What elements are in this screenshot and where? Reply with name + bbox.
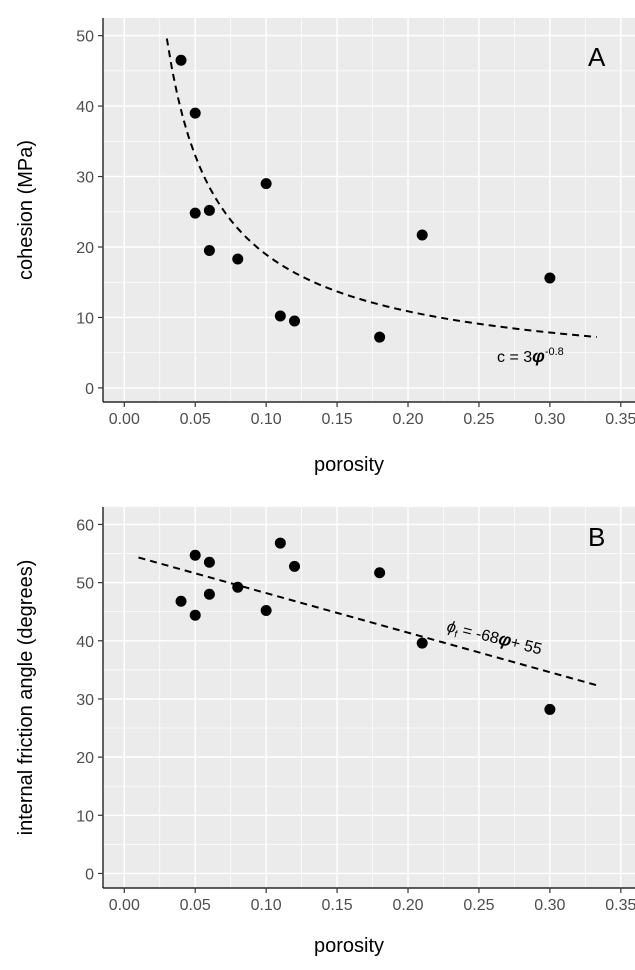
panel-a-x-tick-label: 0.15 (322, 411, 353, 428)
panel-b-fit-line (138, 556, 597, 687)
panel-b-x-tick-label: 0.35 (605, 897, 635, 914)
panel-b-label: B (588, 522, 605, 552)
panel-a-x-tick-label: 0.35 (605, 411, 635, 428)
panel-a-x-tick-label: 0.00 (109, 411, 140, 428)
panel-b-x-tick-label: 0.10 (251, 897, 282, 914)
panel-a-data-point (189, 107, 201, 119)
panel-a-x-tick-label: 0.30 (534, 411, 565, 428)
panel-b-data-point (289, 560, 301, 572)
panel-b-x-axis-title: porosity (314, 935, 384, 957)
panel-b-y-tick-label: 0 (85, 866, 94, 883)
panel-a-data-point (374, 331, 386, 343)
panel-b-data-point (203, 556, 215, 568)
panel-a-fit-equation: c = 3φ-0.8 (497, 346, 564, 366)
panel-b-data-point (374, 567, 386, 579)
panel-b-data-point (189, 609, 201, 621)
panel-a-y-tick-label: 0 (85, 381, 94, 398)
panel-a-data-point (232, 253, 244, 265)
panel-a-data-point (203, 245, 215, 257)
panel-a-y-tick-label: 40 (76, 99, 94, 116)
panel-b-y-tick-label: 10 (76, 808, 94, 825)
panel-b-x-tick-label: 0.30 (534, 897, 565, 914)
panel-b-data-point (544, 703, 556, 715)
panel-a-points (175, 54, 556, 343)
panel-b-eq-phi-f: ϕ (445, 618, 458, 637)
panel-b-eq-subscript: f (453, 629, 459, 640)
panel-a-y-tick-label: 10 (76, 310, 94, 327)
panel-b-y-tick-label: 40 (76, 634, 94, 651)
panel-a-data-point (289, 315, 301, 327)
panel-a-data-point (260, 178, 272, 190)
panel-a: 0.00 0.05 0.10 0.15 0.20 0.25 0.30 0.35 0 10 20 30 4… (15, 18, 635, 476)
panel-b-points (175, 537, 556, 715)
panel-a-data-point (189, 207, 201, 219)
panel-b-x-tick-label: 0.15 (322, 897, 353, 914)
panel-b-data-point (189, 549, 201, 561)
panel-a-data-point (416, 229, 428, 241)
panel-a-eq-exponent: -0.8 (545, 346, 564, 358)
panel-a-x-tick-label: 0.05 (180, 411, 211, 428)
panel-b-gridlines (103, 507, 635, 888)
panel-b-x-tick-label: 0.05 (180, 897, 211, 914)
panel-a-x-tick-label: 0.10 (251, 411, 282, 428)
panel-a-y-tick-label: 30 (76, 170, 94, 187)
panel-a-data-point (203, 204, 215, 216)
panel-a-eq-phi: φ (532, 346, 545, 366)
panel-b-y-tick-label: 30 (76, 692, 94, 709)
panel-a-plot-background (103, 18, 635, 402)
panel-a-data-point (544, 272, 556, 284)
panel-b-x-tick-label: 0.00 (109, 897, 140, 914)
panel-b-ticks: 0.00 0.05 0.10 0.15 0.20 0.25 0.30 0.35 0 10 20 30 4… (76, 517, 635, 914)
panel-a-x-tick-label: 0.25 (463, 411, 494, 428)
panel-a-data-point (274, 310, 286, 322)
panel-b-eq-phi: φ (497, 628, 514, 651)
panel-a-x-axis-title: porosity (314, 454, 384, 476)
panel-a-gridlines (103, 18, 635, 402)
panel-b-y-axis-title: internal friction angle (degrees) (15, 560, 37, 836)
panel-b-y-tick-label: 50 (76, 576, 94, 593)
panel-a-y-tick-label: 20 (76, 240, 94, 257)
panel-b-plot-background (103, 507, 635, 888)
panel-a-ticks: 0.00 0.05 0.10 0.15 0.20 0.25 0.30 0.35 0 10 20 30 4… (76, 29, 635, 428)
panel-a-y-tick-label: 50 (76, 29, 94, 46)
panel-b: 0.00 0.05 0.10 0.15 0.20 0.25 0.30 0.35 0 10 20 30 4… (15, 507, 635, 957)
panel-b-data-point (416, 637, 428, 649)
panel-a-eq-lhs: c = 3 (497, 349, 532, 366)
panel-b-x-tick-label: 0.20 (392, 897, 423, 914)
panel-b-data-point (232, 581, 244, 593)
panel-a-fit-curve (165, 38, 597, 338)
panel-a-y-axis-title: cohesion (MPa) (15, 140, 37, 280)
panel-b-data-point (260, 605, 272, 617)
panel-b-y-tick-label: 60 (76, 517, 94, 534)
panel-b-data-point (203, 588, 215, 600)
panel-b-x-tick-label: 0.25 (463, 897, 494, 914)
panel-b-y-tick-label: 20 (76, 750, 94, 767)
panel-a-x-tick-label: 0.20 (392, 411, 423, 428)
panel-b-data-point (175, 595, 187, 607)
panel-b-data-point (274, 537, 286, 549)
panel-a-data-point (175, 54, 187, 66)
panel-a-label: A (588, 42, 606, 72)
